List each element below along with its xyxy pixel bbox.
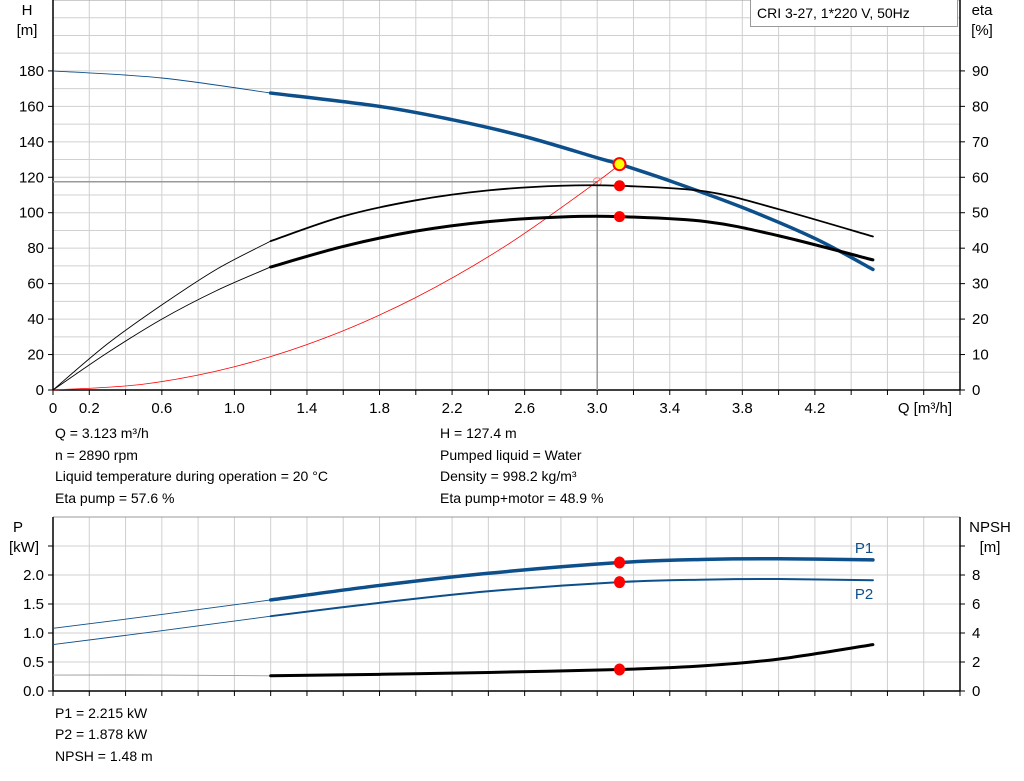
panel0-y2-tick-label: 90 xyxy=(972,63,989,80)
panel0-y-tick-label: 140 xyxy=(19,134,44,151)
panel1-y-tick-label: 1.0 xyxy=(23,625,44,642)
series-eta-pump-extension xyxy=(52,240,271,391)
panel0-y2-tick-label: 40 xyxy=(972,240,989,257)
panel1-y2-unit: [m] xyxy=(980,539,1001,556)
info-temperature: Liquid temperature during operation = 20… xyxy=(55,468,328,484)
series-eta-pump-motor-curve xyxy=(269,214,875,269)
panel0-y-tick-label: 100 xyxy=(19,205,44,222)
panel0-x-tick-label: 3.4 xyxy=(659,400,680,417)
series-P2-extension xyxy=(52,615,271,646)
panel1-y-tick-label: 2.0 xyxy=(23,567,44,584)
panel0-y2-tick-label: 60 xyxy=(972,169,989,186)
info-eta-pump-motor: Eta pump+motor = 48.9 % xyxy=(440,490,604,506)
panel1-y2-tick-label: 0 xyxy=(972,683,980,700)
panel0-y-tick-label: 80 xyxy=(27,240,44,257)
panel1-y2-tick-label: 6 xyxy=(972,596,980,613)
series-label-P1: P1 xyxy=(855,540,873,557)
series-label-P2: P2 xyxy=(855,586,873,603)
panel0-y-tick-label: 180 xyxy=(19,63,44,80)
panel0-y-tick-label: 60 xyxy=(27,276,44,293)
panel0-y2-tick-label: 50 xyxy=(972,205,989,222)
panel1-y-label: P xyxy=(13,519,23,536)
panel0-y-tick-label: 160 xyxy=(19,98,44,115)
series-P1-curve xyxy=(268,556,875,602)
info-eta-pump: Eta pump = 57.6 % xyxy=(55,490,175,506)
panel0-x-tick-label: 0 xyxy=(49,400,57,417)
series-NPSH-curve xyxy=(269,643,875,678)
panel0-x-tick-label: 0.6 xyxy=(151,400,172,417)
panel0-x-tick-label: 2.2 xyxy=(442,400,463,417)
panel0-x-tick-label: 1.4 xyxy=(297,400,318,417)
panel1-y-tick-label: 0.5 xyxy=(23,654,44,671)
series-H-curve xyxy=(268,91,875,272)
system-curve xyxy=(52,163,620,391)
panel0-y-tick-label: 120 xyxy=(19,169,44,186)
info-p2: P2 = 1.878 kW xyxy=(55,726,148,742)
panel1-y2-tick-label: 2 xyxy=(972,654,980,671)
panel0-x-tick-label: 1.0 xyxy=(224,400,245,417)
panel1-y2-label: NPSH xyxy=(969,519,1011,536)
info-density: Density = 998.2 kg/m³ xyxy=(440,468,577,484)
panel0-y-tick-label: 20 xyxy=(27,347,44,364)
panel0-y2-tick-label: 20 xyxy=(972,311,989,328)
panel0-y-label: H xyxy=(22,2,33,19)
panel0-x-tick-label: 3.0 xyxy=(587,400,608,417)
duty-point-P1 xyxy=(614,556,626,569)
series-eta-pump-curve xyxy=(269,184,874,242)
panel0-y2-tick-label: 0 xyxy=(972,382,980,399)
duty-point-eta-pump-motor xyxy=(614,211,626,223)
panel0-y2-unit: [%] xyxy=(971,22,993,39)
panel0-y2-tick-label: 80 xyxy=(972,98,989,115)
info-liquid: Pumped liquid = Water xyxy=(440,447,582,463)
panel0-x-tick-label: 3.8 xyxy=(732,400,753,417)
panel0-y2-tick-label: 10 xyxy=(972,347,989,364)
panel0-y-unit: [m] xyxy=(17,22,38,39)
panel1-y2-tick-label: 4 xyxy=(972,625,980,642)
series-P1-extension xyxy=(52,599,271,629)
panel0-y2-tick-label: 30 xyxy=(972,276,989,293)
duty-point-eta-pump xyxy=(614,180,626,192)
panel0-y2-tick-label: 70 xyxy=(972,134,989,151)
panel0-x-tick-label: 0.2 xyxy=(79,400,100,417)
panel0-y-tick-label: 0 xyxy=(36,382,44,399)
panel0-y2-label: eta xyxy=(972,2,994,19)
series-H-extension xyxy=(52,70,271,94)
panel0-x-tick-label: 1.8 xyxy=(369,400,390,417)
info-p1: P1 = 2.215 kW xyxy=(55,705,148,721)
panel1-y-unit: [kW] xyxy=(9,539,39,556)
panel1-y2-tick-label: 8 xyxy=(972,567,980,584)
info-q: Q = 3.123 m³/h xyxy=(55,425,149,441)
duty-point-P2 xyxy=(614,576,626,589)
panel0-x-label: Q [m³/h] xyxy=(898,400,952,417)
panel0-x-tick-label: 2.6 xyxy=(514,400,535,417)
duty-point-H xyxy=(612,157,627,172)
info-head: H = 127.4 m xyxy=(440,425,517,441)
series-P2-curve xyxy=(269,578,874,618)
series-NPSH-extension xyxy=(52,674,271,677)
pump-title: CRI 3-27, 1*220 V, 50Hz xyxy=(750,0,958,27)
duty-point-NPSH xyxy=(614,663,626,676)
panel1-y-tick-label: 1.5 xyxy=(23,596,44,613)
panel0-x-tick-label: 4.2 xyxy=(804,400,825,417)
panel0-y-tick-label: 40 xyxy=(27,311,44,328)
info-npsh: NPSH = 1.48 m xyxy=(55,748,153,764)
info-speed: n = 2890 rpm xyxy=(55,447,138,463)
panel1-y-tick-label: 0.0 xyxy=(23,683,44,700)
series-eta-pump-motor-extension xyxy=(52,266,271,391)
